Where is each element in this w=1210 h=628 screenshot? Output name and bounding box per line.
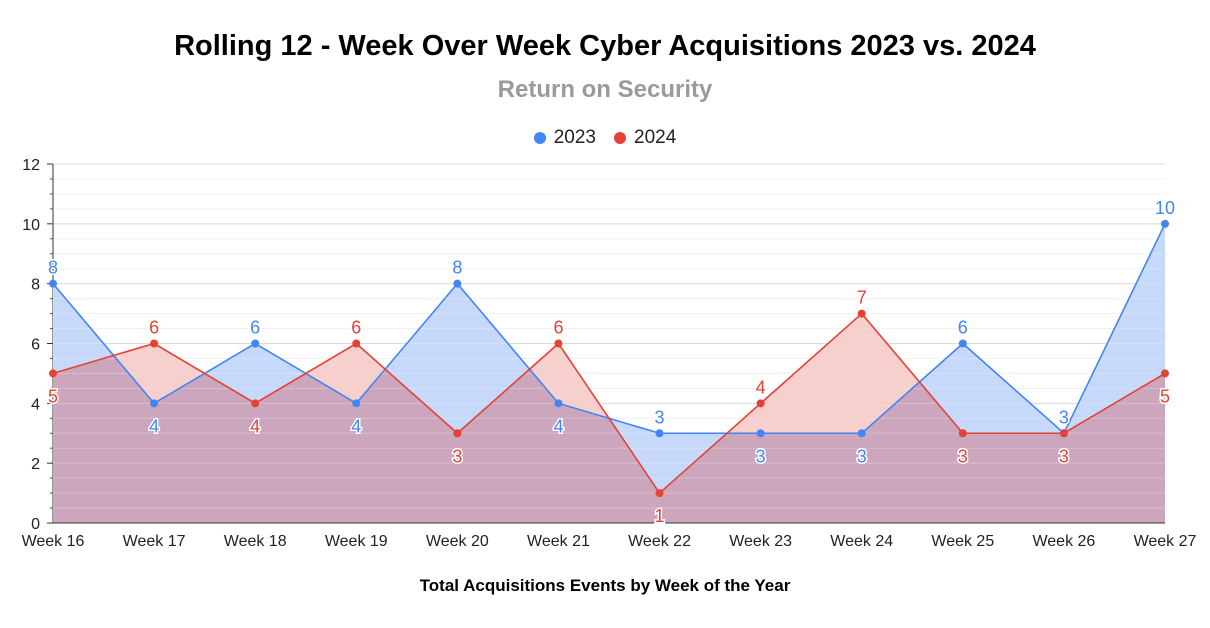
x-tick-label: Week 21: [527, 533, 590, 550]
point-2023: [49, 279, 57, 288]
data-label: 7: [857, 288, 867, 308]
data-label: 6: [351, 318, 361, 338]
chart-subtitle: Return on Security: [497, 76, 713, 103]
chart-title: Rolling 12 - Week Over Week Cyber Acquis…: [174, 30, 1036, 62]
y-tick-label: 6: [31, 337, 40, 354]
point-2023: [150, 399, 159, 408]
y-tick-label: 8: [31, 277, 40, 294]
point-2024: [352, 339, 361, 348]
data-label: 3: [1059, 446, 1069, 466]
point-2023: [857, 429, 866, 438]
data-label: 6: [149, 318, 159, 338]
point-2023: [756, 429, 765, 438]
x-tick-label: Week 26: [1032, 533, 1095, 550]
point-2024: [150, 339, 159, 348]
legend-item-2024[interactable]: 2024: [614, 127, 676, 149]
data-label: 6: [553, 318, 563, 338]
point-2024: [958, 429, 967, 438]
data-label: 3: [857, 446, 867, 466]
x-tick-label: Week 25: [931, 533, 994, 550]
point-2023: [251, 339, 260, 348]
data-label: 5: [1160, 386, 1170, 406]
x-tick-label: Week 17: [123, 533, 186, 550]
point-2024: [453, 429, 462, 438]
x-tick-label: Week 22: [628, 533, 691, 550]
point-2024: [1161, 369, 1169, 378]
data-label: 6: [250, 318, 260, 338]
point-2023: [554, 399, 563, 408]
data-label: 1: [655, 506, 665, 526]
legend: 2023 2024: [0, 127, 1210, 149]
data-label: 3: [655, 407, 665, 427]
data-label: 3: [452, 446, 462, 466]
point-2024: [655, 489, 664, 498]
x-tick-label: Week 20: [426, 533, 489, 550]
point-2023: [655, 429, 664, 438]
point-2024: [49, 369, 57, 378]
line-2024: [52, 312, 1166, 495]
data-label: 4: [756, 377, 766, 397]
data-label: 4: [149, 416, 159, 436]
legend-label: 2024: [634, 127, 677, 148]
point-2024: [554, 339, 563, 348]
x-tick-label: Week 27: [1134, 533, 1197, 550]
area-overlap: [53, 355, 1165, 523]
x-tick-label: Week 19: [325, 533, 388, 550]
legend-item-2023[interactable]: 2023: [533, 127, 596, 149]
y-tick-label: 0: [31, 516, 40, 533]
point-2024: [251, 399, 260, 408]
x-axis-title: Total Acquisitions Events by Week of the…: [419, 576, 791, 595]
data-label: 5: [48, 386, 58, 406]
data-label: 6: [958, 318, 968, 338]
data-label: 4: [553, 416, 563, 436]
point-2024: [1059, 429, 1068, 438]
y-tick-label: 4: [31, 396, 40, 413]
point-2023: [958, 339, 967, 348]
y-tick-label: 12: [22, 157, 40, 174]
y-tick-label: 2: [31, 456, 40, 473]
point-2024: [857, 309, 866, 318]
point-2024: [756, 399, 765, 408]
data-label: 3: [1059, 407, 1069, 427]
legend-marker-icon: [614, 132, 626, 144]
point-2023: [352, 399, 361, 408]
x-tick-label: Week 24: [830, 533, 893, 550]
point-2023: [453, 279, 462, 288]
data-label: 4: [351, 416, 361, 436]
y-tick-label: 10: [22, 217, 40, 234]
data-label: 8: [48, 258, 58, 278]
legend-marker-icon: [533, 132, 546, 144]
x-tick-label: Week 23: [729, 533, 792, 550]
point-2023: [1161, 219, 1169, 228]
x-tick-label: Week 18: [224, 533, 287, 550]
data-label: 3: [958, 446, 968, 466]
data-label: 10: [1155, 198, 1175, 218]
x-tick-label: Week 16: [22, 533, 85, 550]
data-label: 3: [756, 446, 766, 466]
data-label: 4: [250, 416, 260, 436]
data-label: 8: [452, 258, 462, 278]
legend-label: 2023: [553, 127, 596, 148]
